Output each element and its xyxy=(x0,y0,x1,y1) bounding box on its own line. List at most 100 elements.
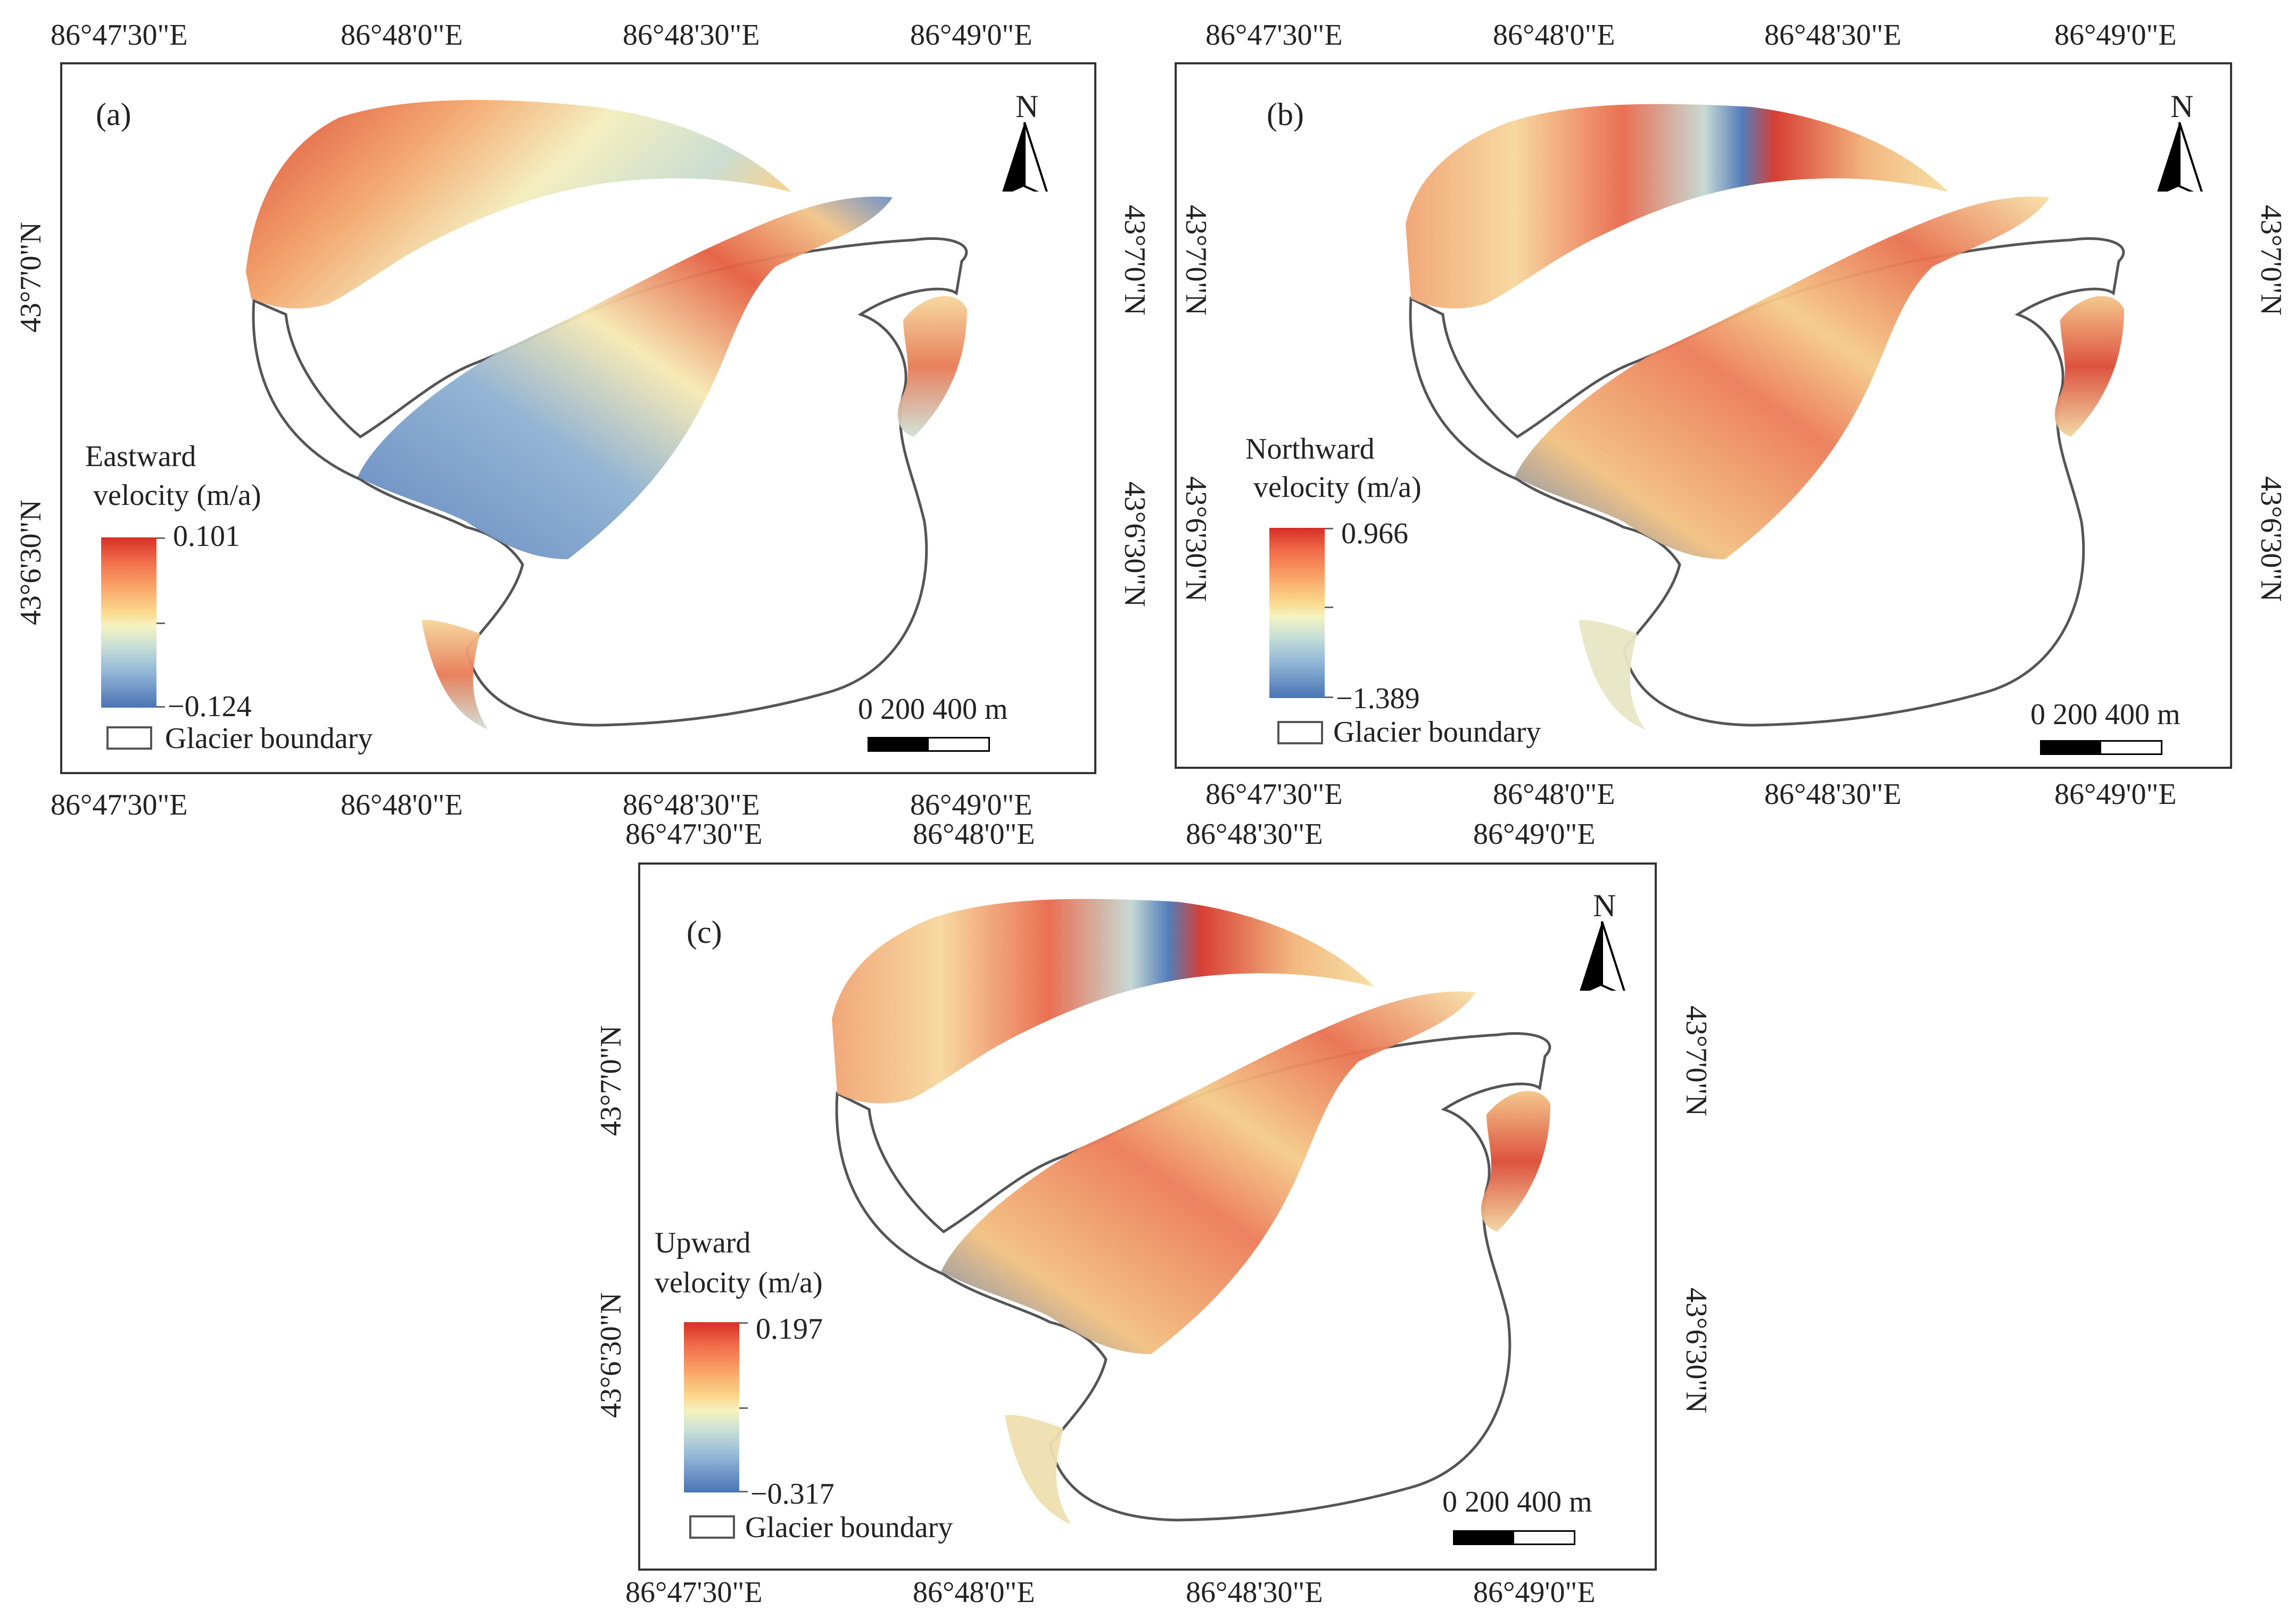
panel-a-bottom-lon-4: 86°49'0"E xyxy=(910,789,1033,822)
panel-b-colorbar xyxy=(1269,528,1325,698)
glacier-east-arm xyxy=(1481,1091,1550,1232)
panel-a-colorbar-max: 0.101 xyxy=(173,520,240,553)
panel-b-left-lat-2: 43°6'30"N xyxy=(1179,476,1212,602)
panel-a-scale-label: 0 200 400 m xyxy=(858,693,1008,726)
panel-c-bottom-lon-4: 86°49'0"E xyxy=(1473,1576,1596,1609)
glacier-main-tongue xyxy=(941,991,1476,1354)
glacier-main-tongue xyxy=(1515,196,2050,560)
glacier-south-lobe xyxy=(1579,620,1645,729)
colorbar-tick xyxy=(156,623,165,624)
panel-a-top-lon-4: 86°49'0"E xyxy=(910,19,1033,52)
colorbar-tick xyxy=(739,1491,748,1492)
panel-c-top-lon-3: 86°48'30"E xyxy=(1186,818,1323,851)
panel-b-legend-title-line2: velocity (m/a) xyxy=(1253,471,1422,504)
glacier-south-lobe xyxy=(422,620,488,729)
colorbar-tick xyxy=(156,537,165,539)
panel-b-bottom-lon-1: 86°47'30"E xyxy=(1205,778,1343,811)
panel-a-right-lat-2: 43°6'30"N xyxy=(1118,482,1151,607)
panel-c-boundary-label: Glacier boundary xyxy=(745,1511,953,1544)
panel-b-top-lon-1: 86°47'30"E xyxy=(1205,19,1343,52)
panel-b-scale-label: 0 200 400 m xyxy=(2030,698,2181,731)
north-arrow-icon xyxy=(1580,921,1625,991)
panel-c-bottom-lon-2: 86°48'0"E xyxy=(913,1576,1035,1609)
panel-b-colorbar-max: 0.966 xyxy=(1341,517,1408,550)
panel-b-boundary-swatch xyxy=(1277,721,1323,744)
panel-c-colorbar-min: −0.317 xyxy=(750,1478,835,1511)
glacier-upper-arm xyxy=(832,899,1375,1103)
glacier-east-arm xyxy=(897,296,967,437)
panel-a-bottom-lon-3: 86°48'30"E xyxy=(623,789,760,822)
glacier-upper-arm xyxy=(1406,104,1948,309)
panel-b-map-frame xyxy=(1175,62,2232,769)
panel-b-right-lat-1: 43°7'0"N xyxy=(2254,205,2287,316)
panel-a-scale-bar xyxy=(868,737,990,752)
glacier-south-lobe xyxy=(1005,1415,1071,1524)
panel-b-bottom-lon-4: 86°49'0"E xyxy=(2054,778,2177,811)
panel-a-right-lat-1: 43°7'0"N xyxy=(1118,205,1151,316)
panel-c-legend-title-line1: Upward xyxy=(655,1226,751,1259)
panel-b-bottom-lon-2: 86°48'0"E xyxy=(1493,778,1615,811)
panel-c-right-lat-2: 43°6'30"N xyxy=(1680,1288,1713,1413)
panel-b-bottom-lon-3: 86°48'30"E xyxy=(1764,778,1902,811)
panel-c-map-frame xyxy=(638,862,1657,1571)
panel-b-boundary-label: Glacier boundary xyxy=(1333,716,1541,749)
panel-c-map-canvas xyxy=(832,899,1551,1524)
panel-b-north-arrow: N xyxy=(2150,90,2209,192)
north-label: N xyxy=(2170,89,2194,124)
panel-a-colorbar xyxy=(101,537,156,708)
north-label: N xyxy=(1015,89,1039,124)
panel-c-scale-bar xyxy=(1453,1530,1575,1545)
panel-b-letter: (b) xyxy=(1267,97,1304,132)
panel-a-top-lon-2: 86°48'0"E xyxy=(341,19,463,52)
colorbar-tick xyxy=(1325,696,1333,698)
panel-b-top-lon-2: 86°48'0"E xyxy=(1493,19,1615,52)
panel-a-map-frame xyxy=(60,62,1096,774)
panel-a-boundary-label: Glacier boundary xyxy=(165,722,373,755)
panel-c-colorbar xyxy=(684,1322,739,1492)
panel-a-left-lat-1: 43°7'0"N xyxy=(14,222,47,333)
panel-c-colorbar-max: 0.197 xyxy=(756,1313,823,1346)
glacier-main-tongue xyxy=(358,196,893,560)
panel-a-map-canvas xyxy=(246,99,968,729)
colorbar-tick xyxy=(156,706,165,708)
north-arrow-icon xyxy=(1002,122,1048,192)
panel-c-north-arrow: N xyxy=(1573,890,1631,991)
panel-a-boundary-swatch xyxy=(106,726,152,750)
colorbar-tick xyxy=(739,1407,748,1409)
panel-a-colorbar-min: −0.124 xyxy=(168,690,252,723)
panel-a-letter: (a) xyxy=(96,97,131,132)
panel-c-scale-label: 0 200 400 m xyxy=(1442,1486,1592,1519)
panel-b-top-lon-3: 86°48'30"E xyxy=(1764,19,1902,52)
panel-c-bottom-lon-3: 86°48'30"E xyxy=(1186,1576,1323,1609)
panel-b-colorbar-min: −1.389 xyxy=(1336,682,1420,715)
panel-c-letter: (c) xyxy=(687,915,722,950)
glacier-upper-arm xyxy=(246,99,791,309)
panel-c-top-lon-2: 86°48'0"E xyxy=(913,818,1035,851)
panel-c-top-lon-1: 86°47'30"E xyxy=(625,818,763,851)
panel-c-left-lat-2: 43°6'30"N xyxy=(594,1292,627,1418)
panel-b-left-lat-1: 43°7'0"N xyxy=(1179,205,1212,316)
panel-a-legend-title-line2: velocity (m/a) xyxy=(93,479,261,512)
panel-b-legend-title-line1: Northward xyxy=(1245,433,1375,466)
panel-c-legend-title-line2: velocity (m/a) xyxy=(655,1266,823,1299)
colorbar-tick xyxy=(1325,528,1333,529)
panel-a-legend-title-line1: Eastward xyxy=(85,440,196,473)
panel-b-map-canvas xyxy=(1406,104,2125,729)
panel-c-left-lat-1: 43°7'0"N xyxy=(594,1025,627,1136)
north-arrow-icon xyxy=(2157,122,2203,192)
panel-c-boundary-swatch xyxy=(689,1515,735,1539)
panel-a-north-arrow: N xyxy=(995,90,1054,192)
panel-a-bottom-lon-2: 86°48'0"E xyxy=(341,789,463,822)
north-label: N xyxy=(1593,888,1616,923)
panel-b-scale-bar xyxy=(2040,740,2162,755)
panel-c-top-lon-4: 86°49'0"E xyxy=(1473,818,1596,851)
panel-a-bottom-lon-1: 86°47'30"E xyxy=(51,789,188,822)
panel-b-right-lat-2: 43°6'30"N xyxy=(2254,476,2287,602)
colorbar-tick xyxy=(1325,607,1333,608)
panel-a-top-lon-3: 86°48'30"E xyxy=(623,19,760,52)
glacier-east-arm xyxy=(2054,296,2124,437)
panel-b-top-lon-4: 86°49'0"E xyxy=(2054,19,2177,52)
panel-a-left-lat-2: 43°6'30"N xyxy=(14,500,47,625)
colorbar-tick xyxy=(739,1322,748,1324)
panel-c-bottom-lon-1: 86°47'30"E xyxy=(625,1576,763,1609)
